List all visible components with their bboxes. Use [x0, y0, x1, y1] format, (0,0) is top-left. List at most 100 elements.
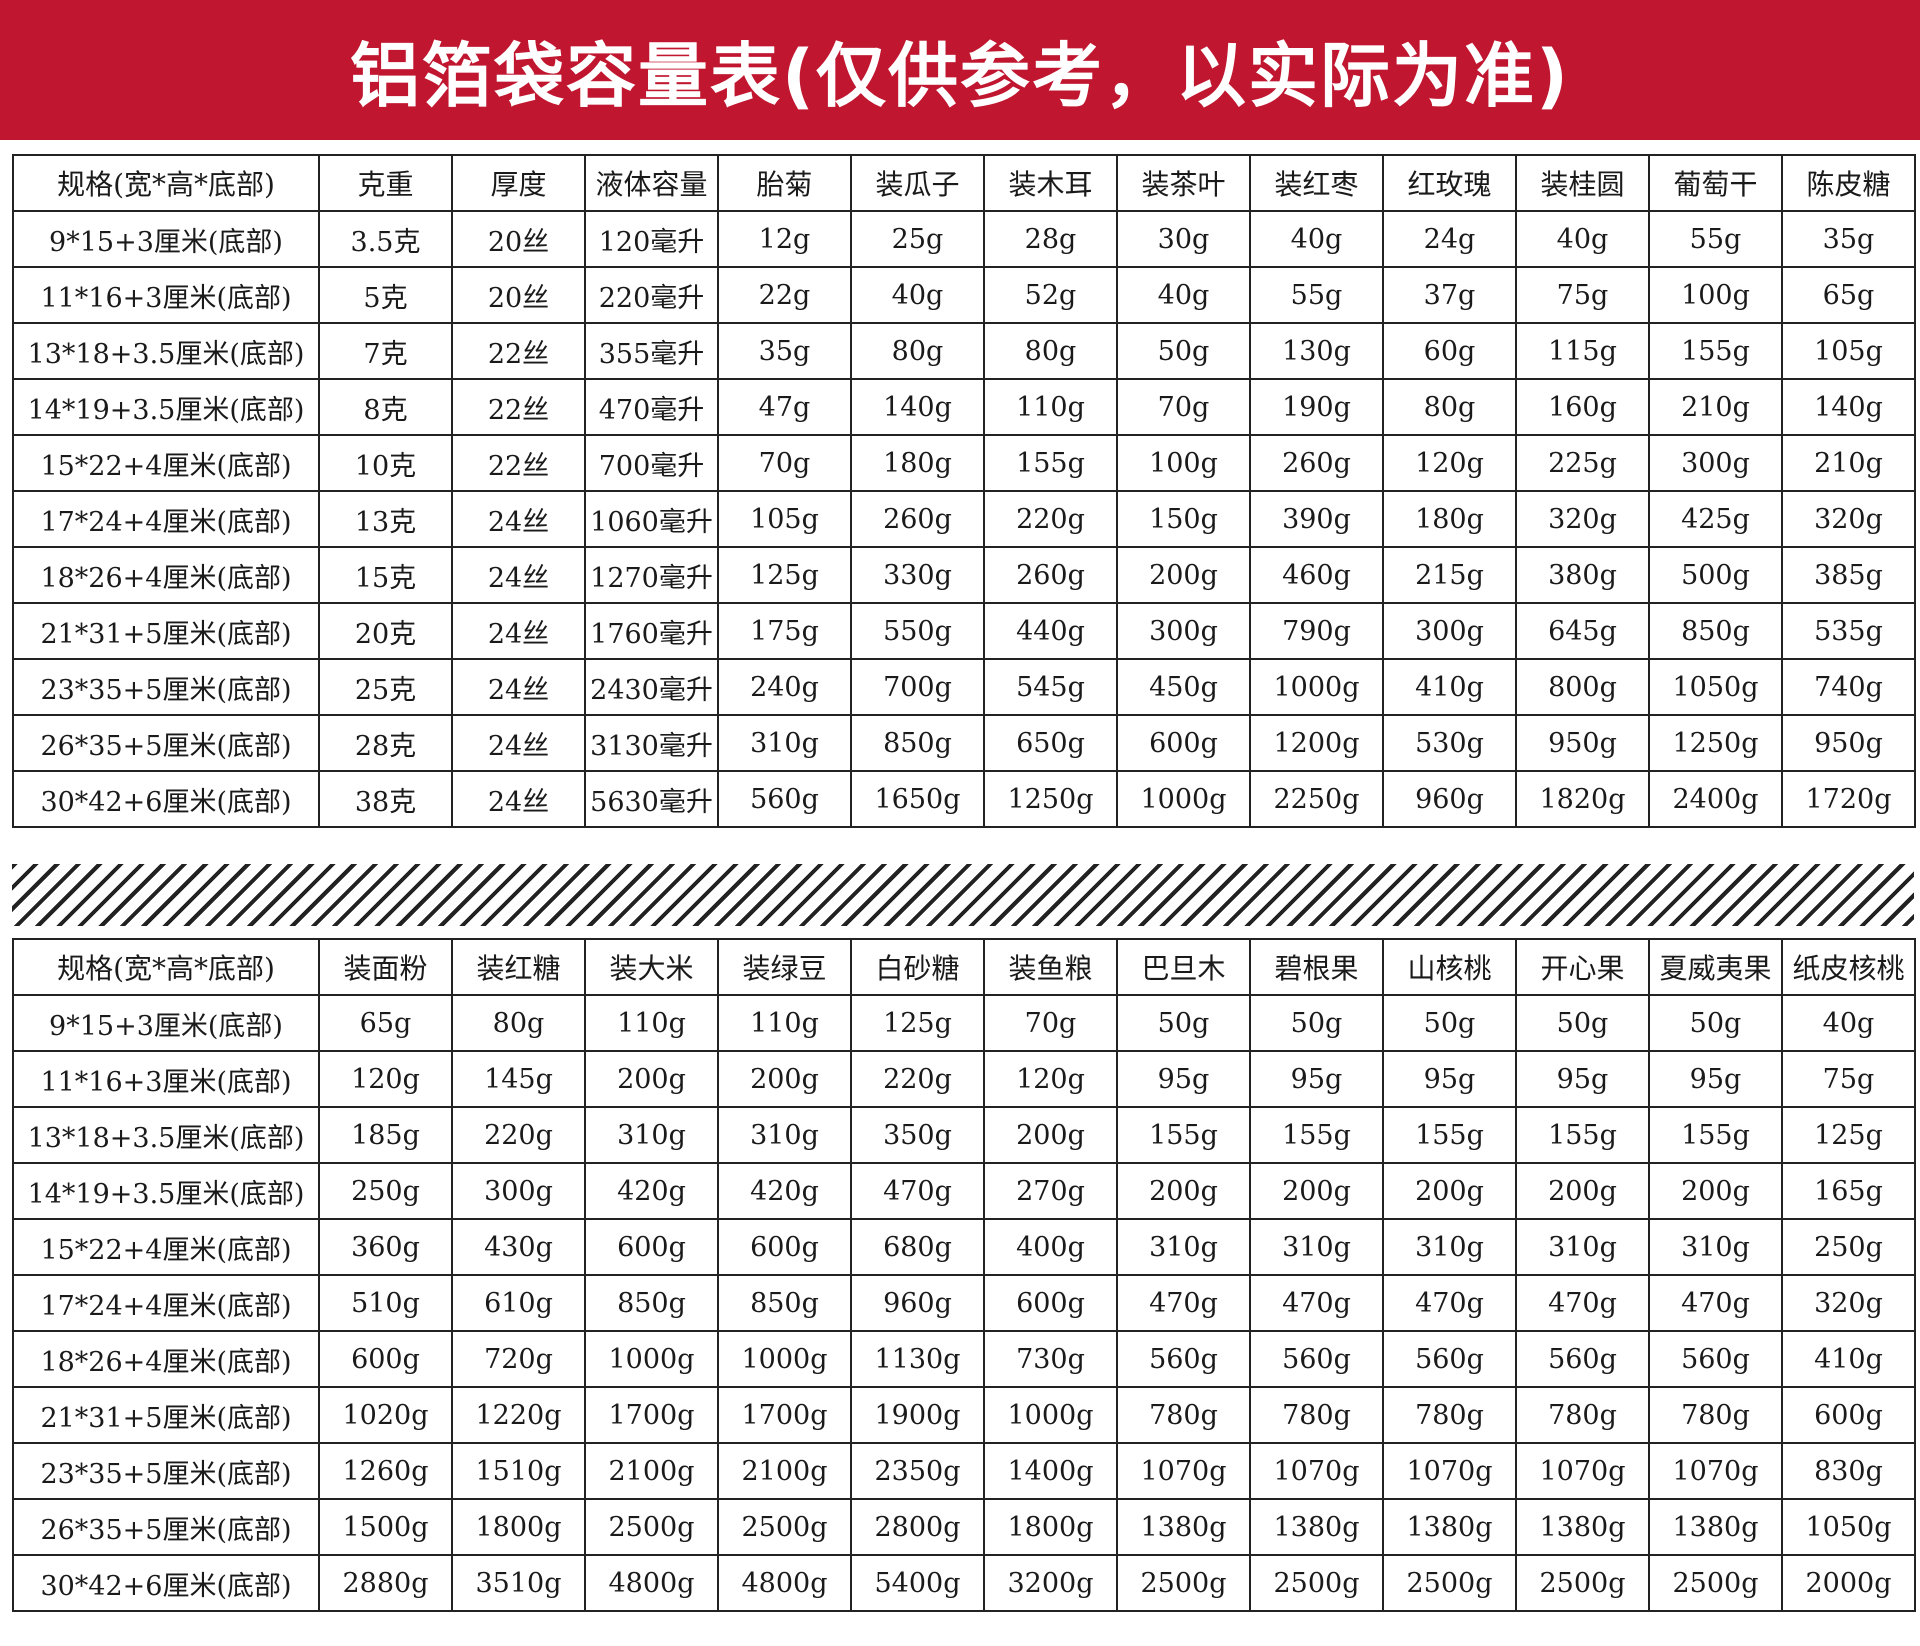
spec-cell: 18*26+4厘米(底部)	[12, 1330, 320, 1388]
value-cell: 600g	[584, 1218, 719, 1276]
value-cell: 200g	[717, 1050, 852, 1108]
value-cell: 560g	[1382, 1330, 1517, 1388]
value-cell: 1260g	[318, 1442, 453, 1500]
value-cell: 1400g	[983, 1442, 1118, 1500]
value-cell: 850g	[717, 1274, 852, 1332]
value-cell: 200g	[1116, 546, 1251, 604]
value-cell: 270g	[983, 1162, 1118, 1220]
value-cell: 220g	[983, 490, 1118, 548]
value-cell: 22丝	[451, 322, 586, 380]
column-header: 碧根果	[1249, 938, 1384, 996]
value-cell: 15克	[318, 546, 453, 604]
value-cell: 140g	[850, 378, 985, 436]
value-cell: 220毫升	[584, 266, 719, 324]
spec-cell: 11*16+3厘米(底部)	[12, 1050, 320, 1108]
value-cell: 1220g	[451, 1386, 586, 1444]
value-cell: 40g	[1116, 266, 1251, 324]
value-cell: 1000g	[584, 1330, 719, 1388]
value-cell: 55g	[1249, 266, 1384, 324]
value-cell: 200g	[1515, 1162, 1650, 1220]
spec-cell: 21*31+5厘米(底部)	[12, 1386, 320, 1444]
value-cell: 380g	[1515, 546, 1650, 604]
value-cell: 3.5克	[318, 210, 453, 268]
value-cell: 310g	[1648, 1218, 1783, 1276]
value-cell: 260g	[983, 546, 1118, 604]
value-cell: 1130g	[850, 1330, 985, 1388]
value-cell: 470g	[850, 1162, 985, 1220]
value-cell: 50g	[1249, 994, 1384, 1052]
value-cell: 1380g	[1249, 1498, 1384, 1556]
table-row: 21*31+5厘米(底部) 20克 24丝 1760毫升 175g 550g 440g 300…	[12, 602, 1916, 660]
value-cell: 2800g	[850, 1498, 985, 1556]
value-cell: 140g	[1781, 378, 1916, 436]
value-cell: 155g	[1648, 322, 1783, 380]
value-cell: 330g	[850, 546, 985, 604]
value-cell: 260g	[1249, 434, 1384, 492]
value-cell: 1000g	[1249, 658, 1384, 716]
column-header: 装面粉	[318, 938, 453, 996]
value-cell: 545g	[983, 658, 1118, 716]
column-header: 装红糖	[451, 938, 586, 996]
value-cell: 24丝	[451, 546, 586, 604]
value-cell: 320g	[1781, 490, 1916, 548]
value-cell: 38克	[318, 770, 453, 828]
value-cell: 780g	[1648, 1386, 1783, 1444]
title-banner: 铝箔袋容量表(仅供参考，以实际为准)	[0, 0, 1920, 140]
value-cell: 535g	[1781, 602, 1916, 660]
value-cell: 80g	[451, 994, 586, 1052]
column-header: 纸皮核桃	[1781, 938, 1916, 996]
value-cell: 350g	[850, 1106, 985, 1164]
table-header-row: 规格(宽*高*底部) 装面粉 装红糖 装大米 装绿豆 白砂糖 装鱼粮 巴旦木 碧根果 山核桃 开心果…	[12, 938, 1916, 996]
value-cell: 80g	[983, 322, 1118, 380]
value-cell: 2500g	[1648, 1554, 1783, 1612]
table-row: 13*18+3.5厘米(底部) 185g 220g 310g 310g 350g 200g 1…	[12, 1106, 1916, 1164]
table-row: 26*35+5厘米(底部) 28克 24丝 3130毫升 310g 850g 650g 600…	[12, 714, 1916, 772]
value-cell: 800g	[1515, 658, 1650, 716]
value-cell: 10克	[318, 434, 453, 492]
value-cell: 1070g	[1648, 1442, 1783, 1500]
spec-cell: 26*35+5厘米(底部)	[12, 714, 320, 772]
value-cell: 560g	[1648, 1330, 1783, 1388]
table-row: 14*19+3.5厘米(底部) 8克 22丝 470毫升 47g 140g 110g 70g 1…	[12, 378, 1916, 436]
table-row: 30*42+6厘米(底部) 38克 24丝 5630毫升 560g 1650g 1250g 1…	[12, 770, 1916, 828]
value-cell: 500g	[1648, 546, 1783, 604]
value-cell: 1050g	[1781, 1498, 1916, 1556]
value-cell: 830g	[1781, 1442, 1916, 1500]
value-cell: 1000g	[717, 1330, 852, 1388]
value-cell: 645g	[1515, 602, 1650, 660]
value-cell: 100g	[1116, 434, 1251, 492]
value-cell: 700毫升	[584, 434, 719, 492]
value-cell: 790g	[1249, 602, 1384, 660]
value-cell: 50g	[1648, 994, 1783, 1052]
value-cell: 2500g	[1515, 1554, 1650, 1612]
spec-cell: 23*35+5厘米(底部)	[12, 658, 320, 716]
table-header-row: 规格(宽*高*底部) 克重 厚度 液体容量 胎菊 装瓜子 装木耳 装茶叶 装红枣 红玫瑰 装桂圆 葡萄…	[12, 154, 1916, 212]
value-cell: 35g	[717, 322, 852, 380]
column-header: 装茶叶	[1116, 154, 1251, 212]
value-cell: 1700g	[717, 1386, 852, 1444]
value-cell: 95g	[1515, 1050, 1650, 1108]
column-header: 装瓜子	[850, 154, 985, 212]
value-cell: 155g	[1382, 1106, 1517, 1164]
value-cell: 2500g	[584, 1498, 719, 1556]
column-header: 装桂圆	[1515, 154, 1650, 212]
value-cell: 20丝	[451, 210, 586, 268]
value-cell: 600g	[1781, 1386, 1916, 1444]
value-cell: 300g	[1382, 602, 1517, 660]
value-cell: 560g	[717, 770, 852, 828]
value-cell: 22丝	[451, 434, 586, 492]
value-cell: 1000g	[983, 1386, 1118, 1444]
value-cell: 145g	[451, 1050, 586, 1108]
value-cell: 70g	[1116, 378, 1251, 436]
value-cell: 310g	[1249, 1218, 1384, 1276]
value-cell: 385g	[1781, 546, 1916, 604]
value-cell: 3130毫升	[584, 714, 719, 772]
value-cell: 320g	[1515, 490, 1650, 548]
value-cell: 740g	[1781, 658, 1916, 716]
value-cell: 360g	[318, 1218, 453, 1276]
value-cell: 425g	[1648, 490, 1783, 548]
value-cell: 1720g	[1781, 770, 1916, 828]
spec-cell: 15*22+4厘米(底部)	[12, 1218, 320, 1276]
value-cell: 310g	[1515, 1218, 1650, 1276]
table-row: 11*16+3厘米(底部) 120g 145g 200g 200g 220g 120g 95g…	[12, 1050, 1916, 1108]
